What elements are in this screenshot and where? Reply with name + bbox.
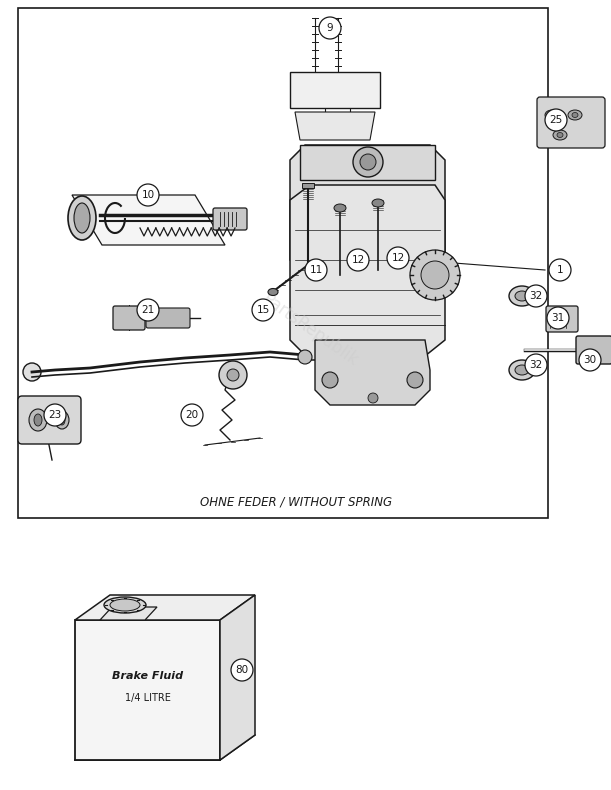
Circle shape [547,307,569,329]
Ellipse shape [509,286,535,306]
Ellipse shape [372,199,384,207]
Circle shape [181,404,203,426]
Circle shape [347,249,369,271]
Ellipse shape [568,110,582,120]
Ellipse shape [68,196,96,240]
Ellipse shape [572,112,578,118]
FancyBboxPatch shape [576,336,611,364]
Text: Brake Fluid: Brake Fluid [112,671,183,681]
Text: 12: 12 [351,255,365,265]
Text: 25: 25 [549,115,563,125]
Polygon shape [300,145,435,180]
Ellipse shape [34,414,42,426]
Bar [302,183,314,188]
Text: PartsRepublik: PartsRepublik [258,290,362,370]
Circle shape [360,154,376,170]
Text: 1: 1 [557,265,563,275]
Circle shape [219,361,247,389]
Circle shape [305,259,327,281]
Text: 12: 12 [392,253,404,263]
Circle shape [231,659,253,681]
Circle shape [545,109,567,131]
FancyBboxPatch shape [537,97,605,148]
Circle shape [137,299,159,321]
Text: 80: 80 [235,665,249,675]
Circle shape [357,81,367,91]
Circle shape [421,261,449,289]
Text: 1/4 LITRE: 1/4 LITRE [125,693,171,703]
Circle shape [410,250,460,300]
Ellipse shape [110,599,140,611]
Polygon shape [295,112,375,140]
Polygon shape [72,195,225,245]
Circle shape [252,299,274,321]
Ellipse shape [545,110,559,120]
Polygon shape [315,340,430,405]
Ellipse shape [515,365,529,375]
FancyBboxPatch shape [546,306,578,332]
Bar [18,8,548,518]
Text: 15: 15 [257,305,269,315]
Text: 31: 31 [551,313,565,323]
Ellipse shape [553,130,567,140]
Ellipse shape [515,291,529,301]
Text: 9: 9 [327,23,334,33]
Polygon shape [220,595,255,760]
Text: 30: 30 [584,355,596,365]
Circle shape [387,247,409,269]
Text: 32: 32 [529,291,543,301]
Ellipse shape [334,204,346,212]
FancyBboxPatch shape [18,396,81,444]
Circle shape [44,404,66,426]
Circle shape [23,363,41,381]
Ellipse shape [55,411,69,429]
Circle shape [368,393,378,403]
FancyBboxPatch shape [213,208,247,230]
Circle shape [303,81,313,91]
FancyBboxPatch shape [146,308,190,328]
Circle shape [353,147,383,177]
Circle shape [137,184,159,206]
Ellipse shape [509,360,535,380]
Bar [75,620,220,760]
Text: 21: 21 [141,305,155,315]
Text: 32: 32 [529,360,543,370]
Ellipse shape [104,597,146,613]
Circle shape [579,349,601,371]
Ellipse shape [325,122,345,134]
Circle shape [227,369,239,381]
Text: 10: 10 [141,190,155,200]
Ellipse shape [29,409,47,431]
Polygon shape [290,72,380,108]
Ellipse shape [59,415,65,425]
Text: 20: 20 [185,410,199,420]
Circle shape [319,17,341,39]
Text: 23: 23 [48,410,62,420]
Ellipse shape [74,203,90,233]
Text: OHNE FEDER / WITHOUT SPRING: OHNE FEDER / WITHOUT SPRING [200,495,392,509]
Polygon shape [290,145,445,275]
Polygon shape [75,595,255,620]
Ellipse shape [268,288,278,295]
Polygon shape [100,607,157,620]
Circle shape [525,354,547,376]
Ellipse shape [557,133,563,137]
Text: 11: 11 [309,265,323,275]
Circle shape [298,350,312,364]
FancyBboxPatch shape [113,306,145,330]
Ellipse shape [549,112,555,118]
Circle shape [407,372,423,388]
Circle shape [322,372,338,388]
Circle shape [525,285,547,307]
Polygon shape [290,185,445,360]
Circle shape [549,259,571,281]
